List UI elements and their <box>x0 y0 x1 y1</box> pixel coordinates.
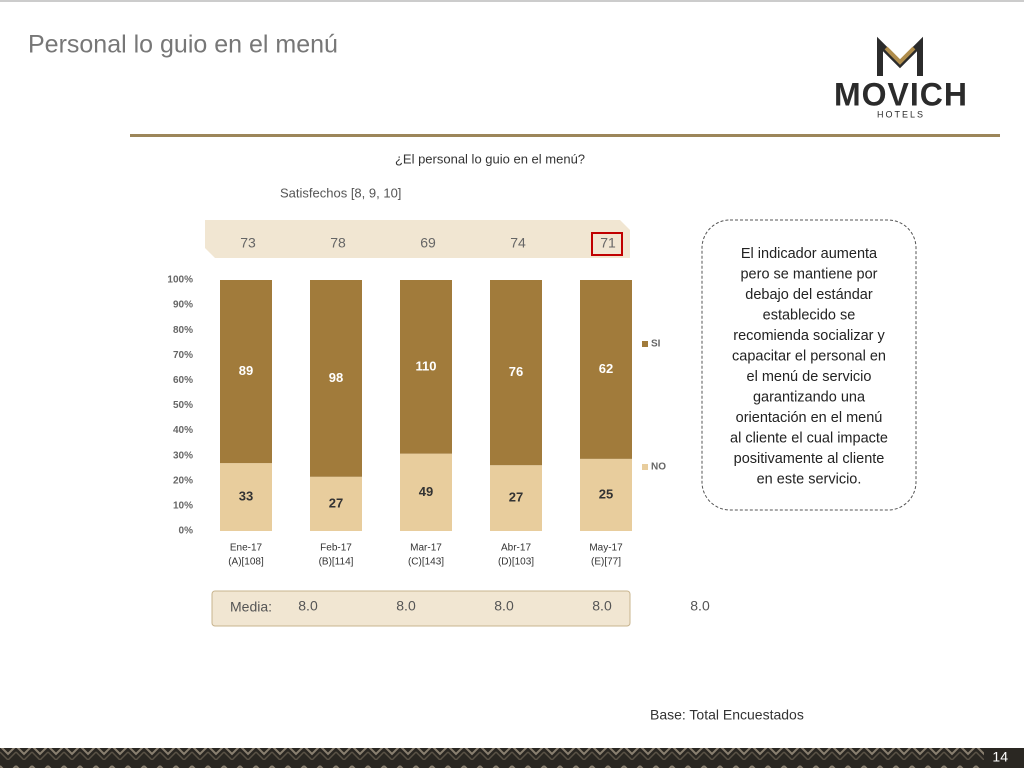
x-tick-sublabel: (A)[108] <box>228 557 264 568</box>
bar-segment <box>580 458 632 531</box>
x-tick-sublabel: (C)[143] <box>408 557 444 568</box>
satisfied-value: 74 <box>510 235 526 251</box>
satisfied-value: 78 <box>330 235 346 251</box>
legend-swatch <box>642 464 648 470</box>
note-line: el menú de servicio <box>747 369 872 385</box>
y-tick-label: 0% <box>179 526 194 537</box>
note-line: recomienda socializar y <box>733 328 885 344</box>
slide-title: Personal lo guio en el menú <box>28 31 338 59</box>
x-tick-sublabel: (D)[103] <box>498 557 534 568</box>
page-number-bg <box>984 748 1024 768</box>
bar-segment <box>400 280 452 454</box>
logo-icon <box>877 36 923 76</box>
header-rule <box>130 134 1000 137</box>
y-tick-label: 60% <box>173 375 193 386</box>
y-tick-label: 30% <box>173 450 193 461</box>
x-tick-label: Mar-17 <box>410 543 442 554</box>
media-value: 8.0 <box>494 598 514 614</box>
note-line: establecido se <box>763 307 856 323</box>
y-tick-label: 40% <box>173 425 193 436</box>
x-tick-label: Abr-17 <box>501 543 531 554</box>
x-tick-label: Ene-17 <box>230 543 263 554</box>
bar-segment <box>220 280 272 464</box>
y-tick-label: 70% <box>173 350 193 361</box>
note-line: capacitar el personal en <box>732 348 886 364</box>
logo-subtext: HOTELS <box>877 109 925 119</box>
data-label: 49 <box>419 484 433 499</box>
note-line: en este servicio. <box>757 471 862 487</box>
legend-swatch <box>642 341 648 347</box>
legend-label: NO <box>651 462 666 473</box>
note-line: garantizando una <box>753 389 866 405</box>
footer-band <box>0 748 1024 768</box>
note-line: El indicador aumenta <box>741 246 878 262</box>
media-value: 8.0 <box>690 598 710 614</box>
satisfied-value: 71 <box>600 235 616 251</box>
satisfied-value: 69 <box>420 235 436 251</box>
y-tick-label: 80% <box>173 325 193 336</box>
data-label: 62 <box>599 361 613 376</box>
media-label: Media: <box>230 599 272 615</box>
data-label: 27 <box>509 490 523 505</box>
highlight-box <box>591 232 623 256</box>
y-tick-label: 90% <box>173 300 193 311</box>
bar-segment <box>310 280 362 477</box>
x-tick-sublabel: (B)[114] <box>319 557 354 568</box>
legend-label: SI <box>651 339 661 350</box>
x-tick-label: Feb-17 <box>320 543 352 554</box>
bar-segment <box>310 476 362 531</box>
note-line: positivamente al cliente <box>734 451 885 467</box>
media-value: 8.0 <box>592 598 612 614</box>
media-value: 8.0 <box>396 598 416 614</box>
satisfied-label: Satisfechos [8, 9, 10] <box>280 185 401 200</box>
x-tick-sublabel: (E)[77] <box>591 557 621 568</box>
data-label: 98 <box>329 370 343 385</box>
chart-title: ¿El personal lo guio en el menú? <box>395 151 585 166</box>
bar-segment <box>490 280 542 466</box>
base-note: Base: Total Encuestados <box>650 707 804 723</box>
bar-segment <box>490 465 542 531</box>
y-tick-label: 100% <box>167 275 193 286</box>
note-box <box>701 219 917 511</box>
satisfied-band <box>205 220 630 258</box>
bar-segment <box>220 463 272 531</box>
media-band <box>211 590 631 627</box>
note-line: al cliente el cual impacte <box>730 430 888 446</box>
data-label: 33 <box>239 488 253 503</box>
note-line: pero se mantiene por <box>740 266 877 282</box>
x-tick-label: May-17 <box>589 543 623 554</box>
y-tick-label: 10% <box>173 501 193 512</box>
note-line: orientación en el menú <box>736 410 883 426</box>
data-label: 110 <box>416 358 437 373</box>
note-line: debajo del estándar <box>745 287 873 303</box>
y-tick-label: 50% <box>173 400 193 411</box>
data-label: 89 <box>239 363 253 378</box>
satisfied-value: 73 <box>240 235 256 251</box>
y-tick-label: 20% <box>173 475 193 486</box>
data-label: 76 <box>509 364 523 379</box>
bar-segment <box>400 453 452 531</box>
media-value: 8.0 <box>298 598 318 614</box>
logo-text: MOVICH <box>834 76 968 112</box>
data-label: 25 <box>599 486 613 501</box>
page-number: 14 <box>992 749 1008 765</box>
data-label: 27 <box>329 495 343 510</box>
bar-segment <box>580 280 632 459</box>
